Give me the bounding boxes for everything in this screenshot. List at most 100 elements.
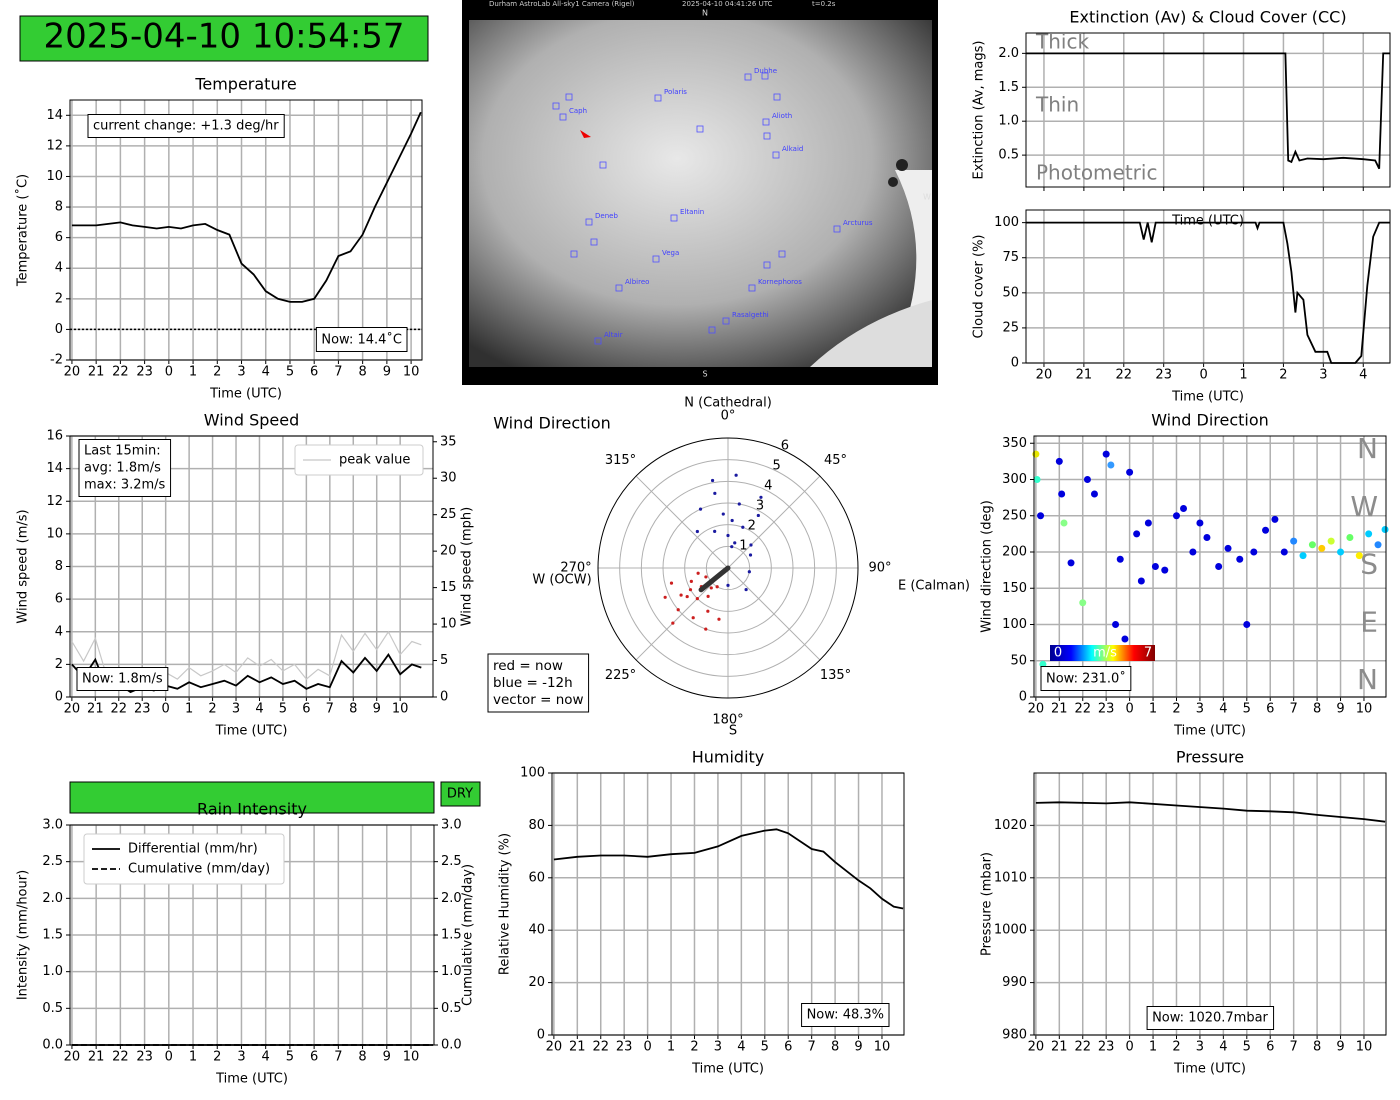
- x-tick-label: 4: [262, 1050, 270, 1065]
- y-tick-label: 2.0: [42, 891, 63, 906]
- x-tick-label: 8: [1313, 702, 1321, 717]
- y-tick-label: 0: [537, 1028, 545, 1043]
- theta-label: 180°: [712, 713, 743, 728]
- x-tick-label: 1: [1149, 1040, 1157, 1055]
- x-tick-label: 23: [1098, 1040, 1115, 1055]
- dome-edge: [895, 170, 932, 340]
- rain-status-bar: [69, 781, 435, 814]
- y-tick-label: 20: [528, 975, 545, 990]
- wind-point: [721, 512, 725, 516]
- clock-box: [19, 15, 429, 62]
- x-tick-label: 4: [255, 702, 263, 717]
- star-box: [744, 73, 752, 81]
- x-tick-label: 8: [1313, 1040, 1321, 1055]
- x-tick-label: 6: [310, 1050, 318, 1065]
- x-tick-label: 7: [808, 1040, 816, 1055]
- x-tick-label: 7: [1290, 1040, 1298, 1055]
- y-tick-label: 0: [440, 690, 448, 705]
- y-axis-label: Intensity (mm/hour): [16, 870, 31, 1000]
- y-axis-label: Relative Humidity (%): [498, 833, 513, 975]
- series-line: [1035, 801, 1386, 823]
- wind-point: [676, 608, 680, 612]
- scatter-point: [1355, 552, 1363, 560]
- camera-header: Durham AstroLab All-sky1 Camera (Rigel): [489, 0, 635, 8]
- x-tick-label: 21: [569, 1040, 586, 1055]
- x-tick-label: 1: [189, 365, 197, 380]
- star-box: [599, 161, 607, 169]
- camera-header: 2025-04-10 04:41:26 UTC: [682, 0, 773, 8]
- x-tick-label: 5: [761, 1040, 769, 1055]
- star-box: [615, 284, 623, 292]
- x-tick-label: 0: [643, 1040, 651, 1055]
- x-tick-label: 1: [189, 1050, 197, 1065]
- annotation-box: [78, 439, 172, 497]
- x-tick-label: 7: [1290, 702, 1298, 717]
- y-tick-label: 2.0: [441, 891, 462, 906]
- star-box: [763, 261, 771, 269]
- y-tick-label: 0.0: [42, 1038, 63, 1053]
- x-tick-label: 1: [1149, 702, 1157, 717]
- y-tick-label: 0: [1019, 690, 1027, 705]
- y-axis-label: Wind speed (m/s): [16, 509, 31, 623]
- x-tick-label: 23: [136, 365, 153, 380]
- camera-header: t=0.2s: [812, 0, 836, 8]
- compass-label: E: [1360, 605, 1378, 638]
- star-label: Albireo: [625, 278, 649, 286]
- plot-frame: [69, 824, 435, 1046]
- plot-frame: [1033, 435, 1387, 698]
- wind-point: [717, 617, 721, 621]
- x-tick-label: 7: [334, 365, 342, 380]
- theta-label: 0°: [721, 409, 736, 424]
- x-tick-label: 9: [1336, 702, 1344, 717]
- x-tick-label: 22: [1074, 702, 1091, 717]
- y-tick-label: 60: [528, 870, 545, 885]
- theta-label: 45°: [824, 453, 847, 468]
- annotation-text: Now: 1.8m/s: [82, 672, 163, 687]
- x-tick-label: 4: [737, 1040, 745, 1055]
- plot-frame: [1025, 32, 1391, 188]
- x-tick-label: 10: [1356, 702, 1373, 717]
- x-tick-label: 5: [286, 365, 294, 380]
- scatter-point: [1055, 457, 1063, 465]
- dome-edge: [810, 300, 932, 367]
- wind-point: [669, 581, 674, 585]
- x-tick-label: 9: [373, 702, 381, 717]
- wind-point: [733, 541, 737, 545]
- x-tick-label: 0: [1125, 1040, 1133, 1055]
- series-line: [71, 652, 422, 694]
- wind-point: [730, 545, 734, 549]
- y-tick-label: 0: [1011, 356, 1019, 371]
- star-box: [696, 125, 704, 133]
- x-tick-label: 2: [1172, 702, 1180, 717]
- annotation-text: red = now: [493, 658, 563, 674]
- scatter-point: [1290, 537, 1298, 545]
- wind-point: [734, 473, 738, 477]
- x-tick-label: 2: [1172, 1040, 1180, 1055]
- x-tick-label: 22: [1074, 1040, 1091, 1055]
- zone-label: Thick: [1035, 30, 1089, 54]
- star-box: [565, 93, 573, 101]
- y-tick-label: 1.5: [42, 928, 63, 943]
- chart-title: Wind Speed: [204, 411, 299, 430]
- x-tick-label: 3: [1196, 702, 1204, 717]
- y-tick-label: 14: [46, 461, 63, 476]
- x-tick-label: 23: [1155, 368, 1172, 383]
- y-tick-label: 300: [1002, 472, 1027, 487]
- x-tick-label: 0: [165, 1050, 173, 1065]
- scatter-point: [1180, 505, 1188, 512]
- y-tick-label: 1.5: [998, 80, 1019, 95]
- x-tick-label: 20: [1028, 702, 1045, 717]
- scatter-point: [1090, 490, 1098, 498]
- x-tick-label: 8: [359, 365, 367, 380]
- x-tick-label: 7: [334, 1050, 342, 1065]
- y-tick-label: 1010: [994, 870, 1027, 885]
- plot-frame: [69, 435, 434, 698]
- x-tick-label: 20: [546, 1040, 563, 1055]
- r-grid: [597, 437, 859, 699]
- scatter-point: [1346, 534, 1354, 541]
- wind-point: [691, 616, 695, 620]
- y-tick-label: 14: [46, 108, 63, 123]
- y-tick-label: 40: [528, 923, 545, 938]
- r-tick-label: 5: [772, 458, 780, 473]
- wind-point: [698, 507, 703, 511]
